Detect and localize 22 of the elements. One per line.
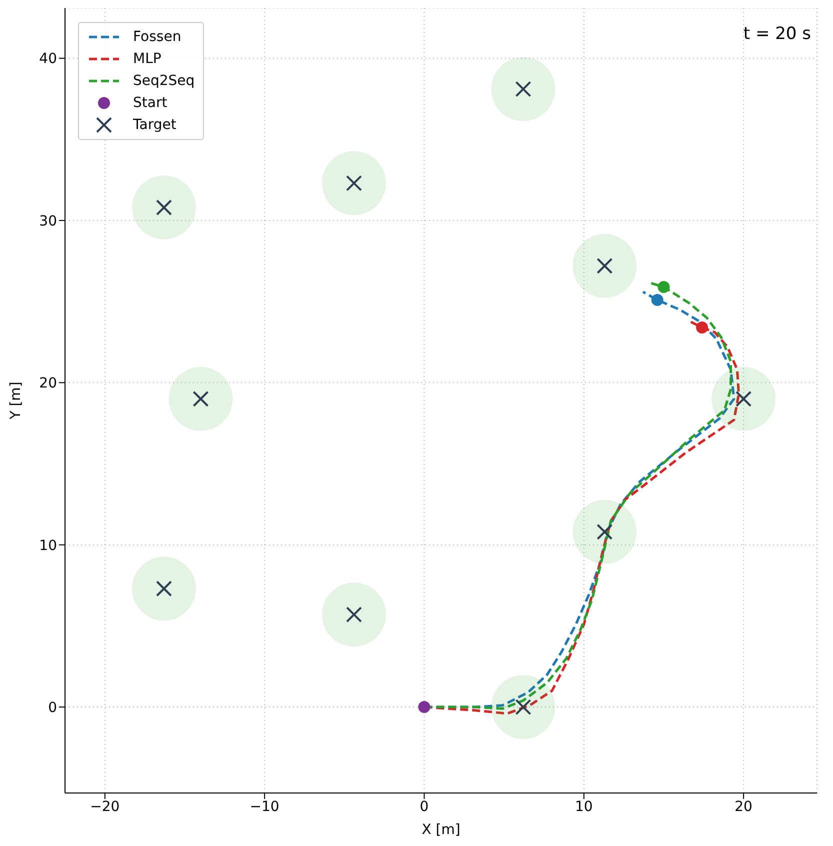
point xyxy=(651,294,664,306)
x-tick-label: 20 xyxy=(734,798,752,815)
legend-label: Start xyxy=(133,95,168,111)
legend-label: MLP xyxy=(133,51,162,67)
x-tick-label: −10 xyxy=(250,798,280,815)
x-axis-title: X [m] xyxy=(422,822,460,838)
annotation: t = 20 s xyxy=(743,24,811,44)
x-tick-label: −20 xyxy=(90,798,120,815)
legend-label: Seq2Seq xyxy=(133,73,195,89)
y-tick-label: 30 xyxy=(39,213,57,230)
point xyxy=(658,280,670,293)
x-tick-label: 10 xyxy=(574,798,593,815)
y-tick-label: 0 xyxy=(48,700,57,716)
y-axis-title: Y [m] xyxy=(8,382,24,420)
legend-label: Target xyxy=(133,117,176,133)
x-tick-label: 0 xyxy=(420,798,429,815)
y-tick-label: 20 xyxy=(39,376,57,392)
y-tick-label: 40 xyxy=(39,51,57,68)
point xyxy=(418,701,430,714)
legend-label: Fossen xyxy=(133,29,182,45)
y-tick-label: 10 xyxy=(39,538,57,554)
point xyxy=(696,322,708,334)
